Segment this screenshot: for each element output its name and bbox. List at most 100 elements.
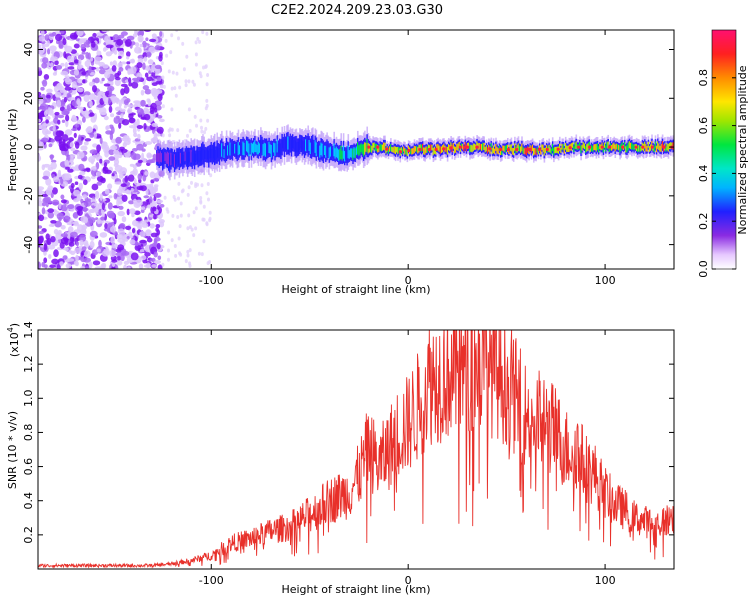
- noise-blob: [43, 257, 48, 264]
- ridge-core: [319, 145, 321, 158]
- noise-blob: [94, 56, 102, 62]
- noise-blob: [53, 229, 59, 235]
- ridge-core: [401, 148, 404, 155]
- noise-blob: [74, 59, 80, 64]
- ridge-core: [221, 143, 223, 157]
- ridge-core: [390, 144, 392, 151]
- noise-blob: [170, 127, 174, 132]
- noise-blob: [100, 263, 106, 269]
- noise-blob: [64, 159, 69, 166]
- noise-blob: [137, 159, 143, 163]
- colorbar-gradient: [711, 29, 737, 270]
- ridge-core: [564, 143, 567, 150]
- noise-blob: [151, 139, 159, 143]
- noise-blob: [49, 264, 56, 269]
- noise-blob: [105, 144, 110, 153]
- noise-blob: [46, 94, 51, 99]
- noise-blob: [143, 123, 147, 130]
- noise-blob: [78, 182, 83, 191]
- ridge-core: [548, 145, 550, 152]
- spectrogram-frame: [37, 29, 675, 270]
- ridge-core: [172, 155, 175, 165]
- ridge-core: [191, 151, 194, 165]
- noise-blob: [83, 257, 91, 263]
- snr-axes: -100 0 100 0.2 0.4 0.6 0.8 1.0 1.2 1.4: [22, 321, 674, 587]
- ridge-core: [469, 144, 471, 153]
- ridge-core: [195, 153, 197, 163]
- ridge-core: [158, 153, 161, 164]
- noise-blob: [146, 230, 151, 237]
- noise-blob: [119, 108, 126, 113]
- ridge-core: [269, 144, 272, 154]
- ridge-core: [348, 150, 351, 159]
- ridge-core: [563, 148, 566, 154]
- snr-y-tick-label: 1.0: [22, 390, 35, 408]
- noise-blob: [137, 133, 141, 140]
- ridge-core: [632, 144, 634, 150]
- ridge-core: [561, 143, 563, 150]
- noise-blob: [42, 175, 49, 180]
- noise-blob: [72, 212, 79, 219]
- noise-blob: [101, 144, 106, 150]
- ridge-peak-point: [407, 149, 411, 153]
- noise-blob: [52, 72, 58, 76]
- noise-blob: [59, 86, 65, 93]
- noise-blob: [67, 66, 75, 70]
- noise-blob: [55, 65, 63, 70]
- noise-blob: [102, 47, 107, 52]
- noise-blob: [127, 266, 131, 269]
- noise-blob: [57, 114, 65, 119]
- ridge-core: [228, 145, 230, 156]
- ridge-core: [384, 142, 386, 151]
- ridge-core: [521, 143, 523, 152]
- noise-blob: [130, 152, 137, 160]
- ridge-core: [396, 147, 398, 153]
- noise-blob: [48, 223, 55, 227]
- ridge-peak-point: [588, 145, 592, 149]
- noise-blob: [84, 266, 90, 269]
- ridge-core: [479, 143, 482, 150]
- ridge-core: [326, 143, 328, 156]
- noise-blob: [187, 107, 191, 112]
- ridge-core: [590, 144, 593, 151]
- ridge-core: [378, 146, 380, 152]
- ridge-core: [482, 142, 484, 150]
- noise-blob: [134, 30, 138, 35]
- ridge-core: [347, 145, 350, 159]
- noise-blob: [123, 139, 131, 146]
- noise-blob: [114, 181, 122, 185]
- ridge-core: [639, 146, 641, 153]
- noise-blob: [140, 255, 147, 261]
- ridge-core: [293, 140, 295, 149]
- spectrogram-plot-area: [38, 30, 674, 269]
- noise-blob: [46, 39, 50, 46]
- ridge-core: [156, 153, 158, 162]
- noise-blob: [142, 85, 150, 91]
- noise-blob: [58, 40, 63, 48]
- noise-blob: [45, 104, 49, 110]
- noise-blob: [202, 204, 206, 209]
- noise-blob: [167, 128, 171, 133]
- ridge-core: [420, 144, 423, 152]
- noise-blob: [96, 144, 101, 153]
- ridge-core: [430, 144, 432, 151]
- ridge-core: [562, 144, 565, 151]
- snr-x-tick-label: 100: [595, 574, 616, 587]
- noise-blob: [186, 253, 190, 258]
- ridge-core: [527, 146, 529, 153]
- ridge-core: [306, 139, 308, 150]
- noise-blob: [46, 238, 52, 246]
- ridge-core: [614, 144, 617, 152]
- ridge-core: [325, 145, 327, 158]
- noise-blob: [191, 79, 195, 84]
- noise-blob: [115, 252, 123, 257]
- noise-blob: [79, 170, 86, 176]
- snr-plot-area: [38, 330, 674, 569]
- noise-blob: [140, 99, 146, 107]
- ridge-core: [536, 147, 539, 153]
- ridge-peak-point: [537, 147, 542, 152]
- noise-blob: [54, 60, 59, 66]
- ridge-core: [414, 146, 417, 152]
- ridge-core: [290, 140, 293, 153]
- noise-blob: [132, 164, 137, 169]
